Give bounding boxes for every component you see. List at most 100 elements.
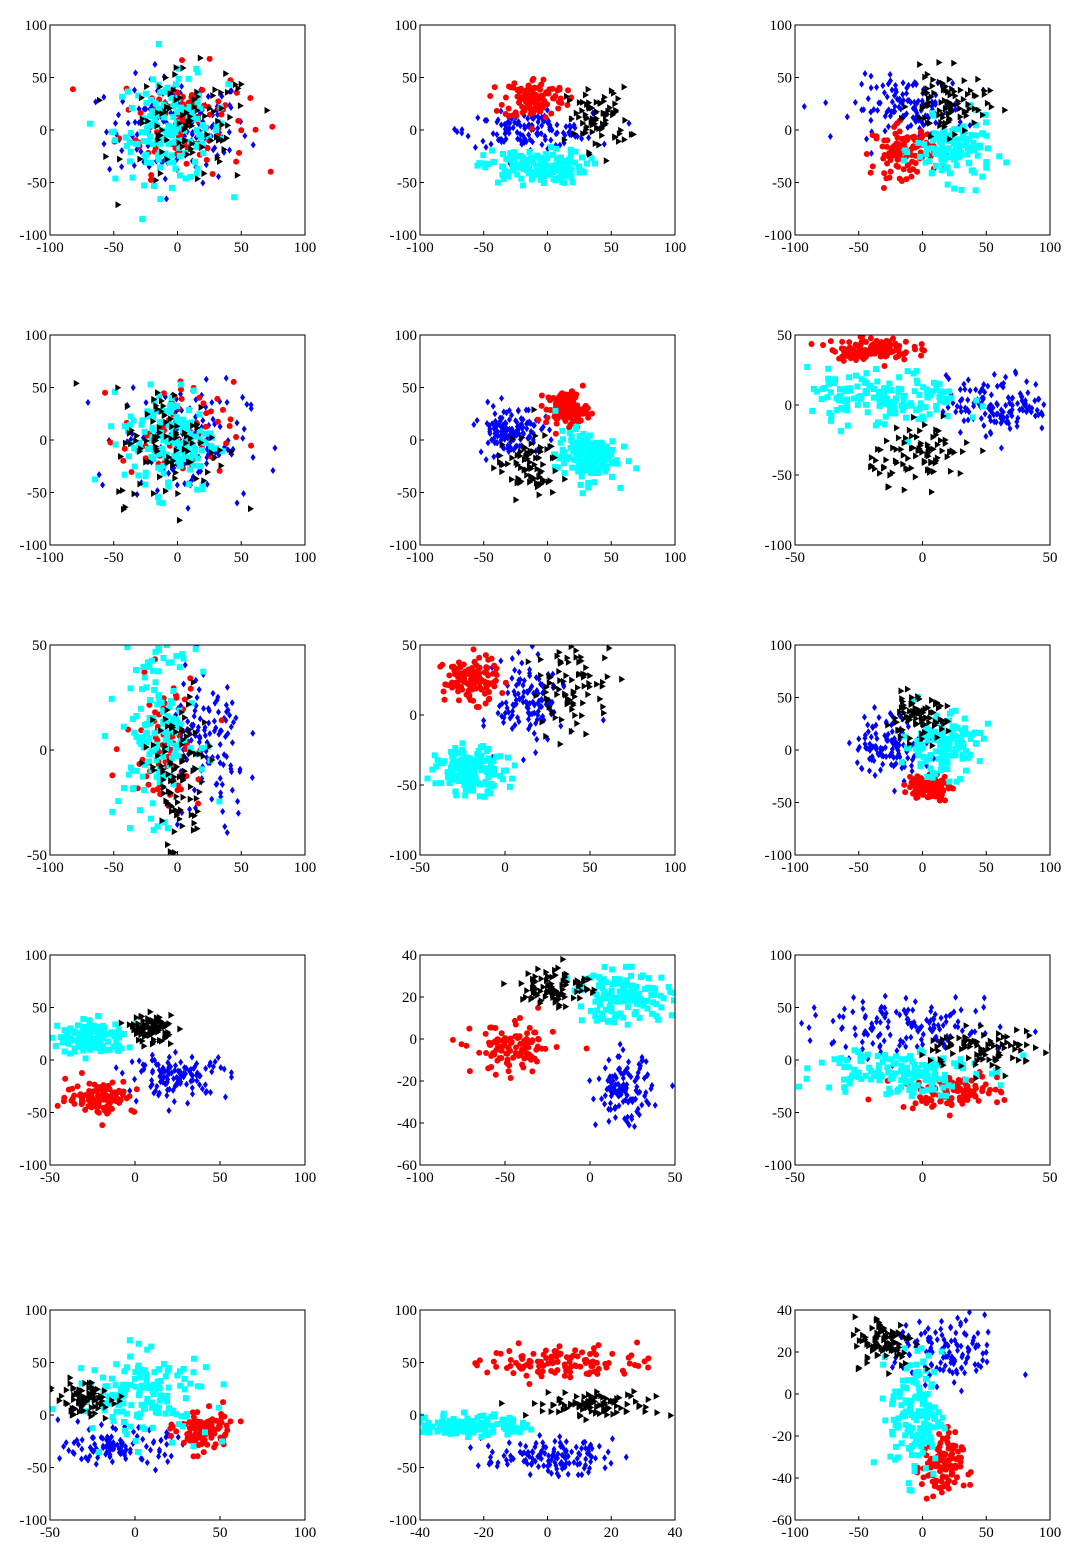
blue-point (973, 386, 979, 394)
cyan-point (213, 445, 220, 452)
black-point (157, 169, 164, 177)
blue-point (452, 125, 458, 133)
cyan-point (977, 729, 984, 736)
blue-point (201, 705, 207, 713)
red-point (540, 76, 547, 83)
black-point (192, 729, 199, 737)
black-point (133, 1014, 140, 1022)
red-point (466, 692, 473, 699)
cyan-point (920, 753, 927, 760)
cyan-point (170, 781, 177, 788)
y-tick-label: -50 (772, 468, 792, 484)
black-point (181, 125, 188, 133)
cyan-point (81, 1025, 88, 1032)
black-point (180, 793, 187, 801)
blue-point (142, 1061, 148, 1069)
blue-point (85, 398, 91, 406)
blue-point (1025, 389, 1031, 397)
cyan-point (177, 104, 184, 111)
cyan-point (146, 697, 153, 704)
cyan-point (454, 772, 461, 779)
cyan-point (168, 755, 175, 762)
cyan-point (131, 729, 138, 736)
blue-point (542, 136, 548, 144)
red-point (82, 1092, 89, 1099)
blue-point (606, 1056, 612, 1064)
blue-point (525, 709, 531, 717)
y-tick-label: 50 (777, 691, 792, 707)
black-point (173, 728, 180, 736)
cyan-point (591, 160, 598, 167)
cyan-point (509, 775, 516, 782)
black-point (168, 435, 175, 443)
black-point (531, 474, 538, 482)
black-point (177, 1025, 184, 1033)
red-point (467, 697, 474, 704)
black-point (164, 722, 171, 730)
red-point (516, 99, 523, 106)
cyan-point (162, 728, 169, 735)
black-point (922, 114, 929, 122)
cyan-point (913, 407, 920, 414)
black-point (930, 445, 937, 453)
black-point (166, 801, 173, 809)
blue-point (192, 1063, 198, 1071)
blue-point (590, 1095, 596, 1103)
black-point (988, 103, 995, 111)
cyan-point (144, 408, 151, 415)
blue-point (515, 135, 521, 143)
black-point (180, 64, 187, 72)
blue-point (495, 709, 501, 717)
cyan-point (101, 1024, 108, 1031)
cyan-point (915, 415, 922, 422)
cyan-point (129, 767, 136, 774)
red-point (202, 423, 209, 430)
black-point (540, 475, 547, 483)
cyan-point (917, 762, 924, 769)
blue-point (529, 138, 535, 146)
blue-point (535, 113, 541, 121)
cyan-point (120, 1031, 127, 1038)
blue-point (227, 711, 233, 719)
blue-point (181, 680, 187, 688)
red-point (109, 1079, 116, 1086)
black-point (210, 108, 217, 116)
red-point (869, 163, 876, 170)
red-point (902, 338, 909, 345)
blue-point (529, 645, 535, 650)
cyan-point (198, 447, 205, 454)
cyan-point (575, 163, 582, 170)
cyan-point (940, 749, 947, 756)
blue-point (206, 719, 212, 727)
black-point (929, 742, 936, 750)
blue-point (965, 416, 971, 424)
cyan-point (898, 759, 905, 766)
red-point (78, 1069, 85, 1076)
cyan-point (160, 101, 167, 108)
black-point (621, 136, 628, 144)
blue-point (222, 1093, 228, 1101)
cyan-point (518, 175, 525, 182)
black-point (178, 708, 185, 716)
cyan-point (127, 148, 134, 155)
black-point (152, 434, 159, 442)
black-point (596, 141, 603, 149)
blue-point (197, 734, 203, 742)
red-point (179, 57, 186, 64)
black-point (554, 652, 561, 660)
red-point (94, 1104, 101, 1111)
black-point (202, 112, 209, 120)
black-point (546, 679, 553, 687)
cyan-point (552, 463, 559, 470)
red-point (543, 406, 550, 413)
cyan-point (557, 439, 564, 446)
blue-point (535, 118, 541, 126)
cyan-point (137, 740, 144, 747)
blue-point (229, 786, 235, 794)
black-point (593, 98, 600, 106)
blue-point (548, 436, 554, 444)
cyan-point (138, 421, 145, 428)
black-point (957, 469, 964, 477)
cyan-point (566, 158, 573, 165)
